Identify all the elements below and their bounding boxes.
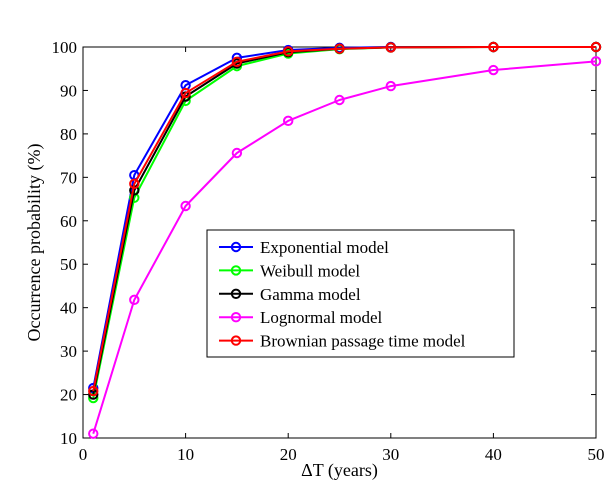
- data-point: [88, 428, 99, 439]
- x-tick-label: 40: [485, 445, 502, 464]
- legend-item: Exponential model: [219, 238, 389, 257]
- data-point: [180, 87, 191, 99]
- data-point: [334, 43, 345, 54]
- y-tick-label: 40: [60, 299, 77, 318]
- legend-box: [206, 229, 515, 358]
- data-point: [488, 41, 499, 53]
- legend-swatch-marker: [230, 288, 242, 299]
- y-tick-label: 30: [60, 342, 77, 361]
- data-point: [231, 147, 243, 159]
- data-point: [129, 178, 140, 190]
- legend-item: Lognormal model: [219, 308, 383, 327]
- y-tick-label: 90: [60, 81, 77, 100]
- x-tick-label: 20: [280, 445, 297, 464]
- data-point: [129, 294, 140, 306]
- data-point: [385, 42, 396, 53]
- y-tick-label: 60: [60, 212, 77, 231]
- legend-swatch-marker: [230, 312, 242, 323]
- legend-item: Brownian passage time model: [219, 332, 466, 351]
- data-point: [488, 64, 499, 76]
- data-point: [88, 385, 99, 397]
- legend-label: Brownian passage time model: [260, 332, 466, 351]
- x-axis-title: ΔT (years): [301, 460, 378, 481]
- y-tick-label: 80: [60, 125, 77, 144]
- series-layer: [88, 41, 602, 439]
- data-point: [180, 200, 191, 212]
- x-tick-label: 10: [177, 445, 194, 464]
- legend-swatch-marker: [230, 265, 242, 276]
- x-tick-label: 50: [588, 445, 605, 464]
- y-tick-label: 100: [52, 38, 78, 57]
- legend-swatch-marker: [230, 241, 242, 253]
- series-line: [92, 60, 597, 434]
- y-tick-label: 10: [60, 429, 77, 448]
- y-tick-label: 50: [60, 255, 77, 274]
- data-point: [334, 94, 345, 106]
- chart-legend: Exponential model Weibull model Gamma mode…: [206, 229, 515, 358]
- legend-item: Gamma model: [219, 285, 361, 304]
- y-tick-label: 70: [60, 168, 77, 187]
- y-tick-label: 20: [60, 386, 77, 405]
- legend-label: Exponential model: [260, 238, 389, 257]
- series-brownian-passage-time-model: [88, 41, 602, 397]
- series-line: [92, 46, 596, 392]
- series-lognormal-model: [88, 56, 602, 439]
- data-point: [385, 80, 396, 92]
- legend-label: Lognormal model: [260, 308, 383, 327]
- x-tick-label: 0: [79, 445, 88, 464]
- legend-item: Weibull model: [219, 261, 360, 280]
- legend-swatch-marker: [230, 335, 242, 346]
- data-point: [283, 46, 294, 57]
- x-tick-label: 30: [382, 445, 399, 464]
- legend-label: Gamma model: [260, 285, 361, 304]
- y-axis-title: Occurrence probability (%): [24, 144, 45, 342]
- legend-label: Weibull model: [260, 261, 360, 280]
- data-point: [283, 115, 294, 127]
- data-point: [590, 41, 602, 53]
- data-point: [590, 56, 602, 67]
- data-point: [231, 56, 243, 67]
